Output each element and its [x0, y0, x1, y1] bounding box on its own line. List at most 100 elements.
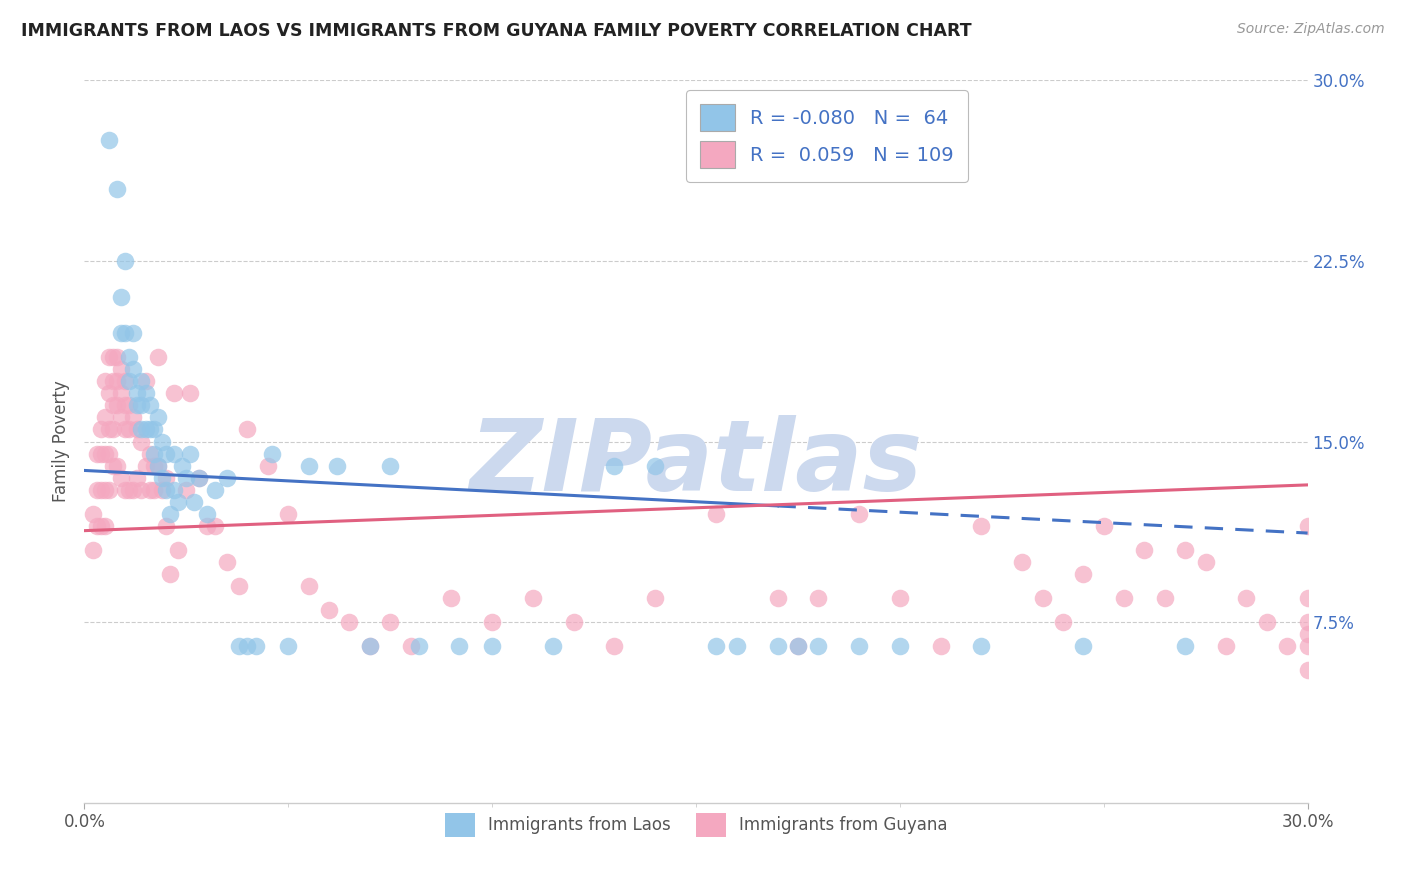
Point — [135, 458, 157, 473]
Point — [135, 386, 157, 401]
Point — [150, 483, 173, 497]
Point — [118, 350, 141, 364]
Point — [359, 639, 381, 653]
Point — [150, 470, 173, 484]
Point — [766, 591, 789, 605]
Point — [90, 518, 112, 533]
Point — [135, 422, 157, 436]
Point — [93, 483, 115, 497]
Point — [163, 446, 186, 460]
Point — [260, 446, 283, 460]
Point — [236, 422, 259, 436]
Point — [326, 458, 349, 473]
Point — [131, 422, 153, 436]
Point — [167, 542, 190, 557]
Point — [1052, 615, 1074, 630]
Point — [195, 507, 218, 521]
Point — [298, 458, 321, 473]
Point — [889, 591, 911, 605]
Point — [93, 410, 115, 425]
Point — [101, 458, 124, 473]
Point — [1277, 639, 1299, 653]
Point — [122, 483, 145, 497]
Point — [889, 639, 911, 653]
Point — [318, 603, 340, 617]
Point — [204, 483, 226, 497]
Point — [1011, 555, 1033, 569]
Point — [118, 398, 141, 412]
Point — [172, 458, 194, 473]
Point — [146, 458, 169, 473]
Point — [135, 374, 157, 388]
Point — [127, 398, 149, 412]
Point — [1154, 591, 1177, 605]
Point — [970, 639, 993, 653]
Point — [1215, 639, 1237, 653]
Point — [179, 386, 201, 401]
Point — [114, 483, 136, 497]
Point — [1032, 591, 1054, 605]
Point — [131, 434, 153, 449]
Point — [142, 422, 165, 436]
Point — [122, 410, 145, 425]
Point — [86, 518, 108, 533]
Point — [82, 542, 104, 557]
Point — [449, 639, 471, 653]
Point — [127, 422, 149, 436]
Point — [114, 326, 136, 340]
Point — [1174, 639, 1197, 653]
Point — [155, 470, 177, 484]
Point — [217, 470, 239, 484]
Point — [101, 350, 124, 364]
Point — [1073, 567, 1095, 582]
Point — [150, 434, 173, 449]
Point — [97, 350, 120, 364]
Point — [807, 591, 830, 605]
Point — [277, 639, 299, 653]
Point — [97, 446, 120, 460]
Point — [1073, 639, 1095, 653]
Point — [562, 615, 585, 630]
Point — [766, 639, 789, 653]
Point — [174, 470, 197, 484]
Point — [97, 386, 120, 401]
Point — [122, 326, 145, 340]
Point — [105, 398, 128, 412]
Point — [138, 398, 160, 412]
Point — [97, 483, 120, 497]
Point — [122, 362, 145, 376]
Point — [159, 507, 181, 521]
Point — [603, 458, 626, 473]
Point — [228, 639, 250, 653]
Point — [174, 483, 197, 497]
Point — [195, 518, 218, 533]
Point — [848, 507, 870, 521]
Point — [97, 422, 120, 436]
Point — [217, 555, 239, 569]
Text: Source: ZipAtlas.com: Source: ZipAtlas.com — [1237, 22, 1385, 37]
Point — [131, 374, 153, 388]
Point — [1236, 591, 1258, 605]
Point — [110, 470, 132, 484]
Point — [110, 386, 132, 401]
Point — [481, 615, 503, 630]
Point — [105, 374, 128, 388]
Point — [110, 362, 132, 376]
Point — [82, 507, 104, 521]
Point — [1296, 615, 1319, 630]
Point — [114, 422, 136, 436]
Point — [183, 494, 205, 508]
Point — [787, 639, 810, 653]
Point — [1174, 542, 1197, 557]
Point — [110, 326, 132, 340]
Point — [142, 446, 165, 460]
Point — [93, 446, 115, 460]
Point — [1092, 518, 1115, 533]
Point — [1296, 639, 1319, 653]
Point — [380, 615, 402, 630]
Point — [1296, 591, 1319, 605]
Point — [236, 639, 259, 653]
Point — [359, 639, 381, 653]
Point — [1114, 591, 1136, 605]
Point — [603, 639, 626, 653]
